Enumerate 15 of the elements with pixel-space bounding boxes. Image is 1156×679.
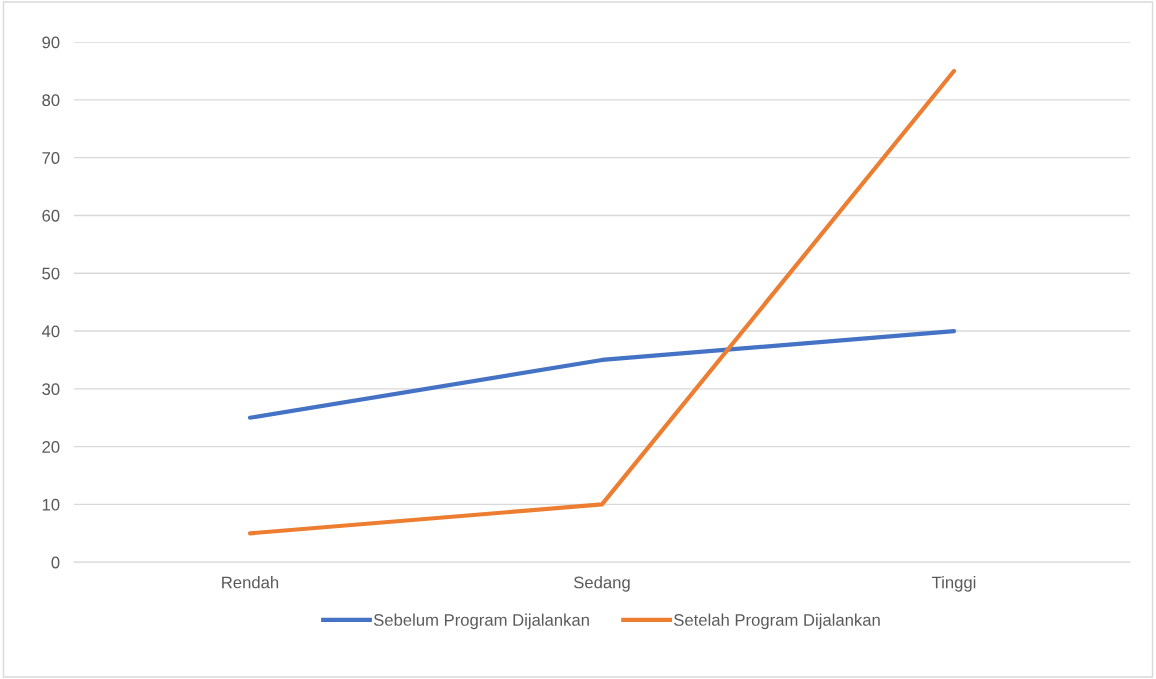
y-tick-label: 80: [42, 94, 60, 107]
x-tick-label: Tinggi: [931, 576, 976, 592]
y-tick-label: 10: [42, 498, 60, 511]
y-tick-label: 0: [51, 556, 60, 569]
y-tick-label: 90: [42, 36, 60, 49]
y-tick-label: 60: [42, 209, 60, 222]
y-tick-label: 70: [42, 152, 60, 164]
y-tick-label: 40: [41, 325, 60, 338]
y-tick-label: 30: [42, 383, 60, 396]
x-tick-label: Rendah: [222, 576, 279, 589]
legend-label: Sebelum Program Dijalankan: [373, 613, 589, 630]
y-tick-label: 20: [42, 441, 60, 453]
legend-label: Setelah Program Dijalankan: [674, 613, 880, 630]
x-tick-label: Sedang: [574, 576, 630, 592]
y-tick-label: 50: [42, 267, 60, 280]
